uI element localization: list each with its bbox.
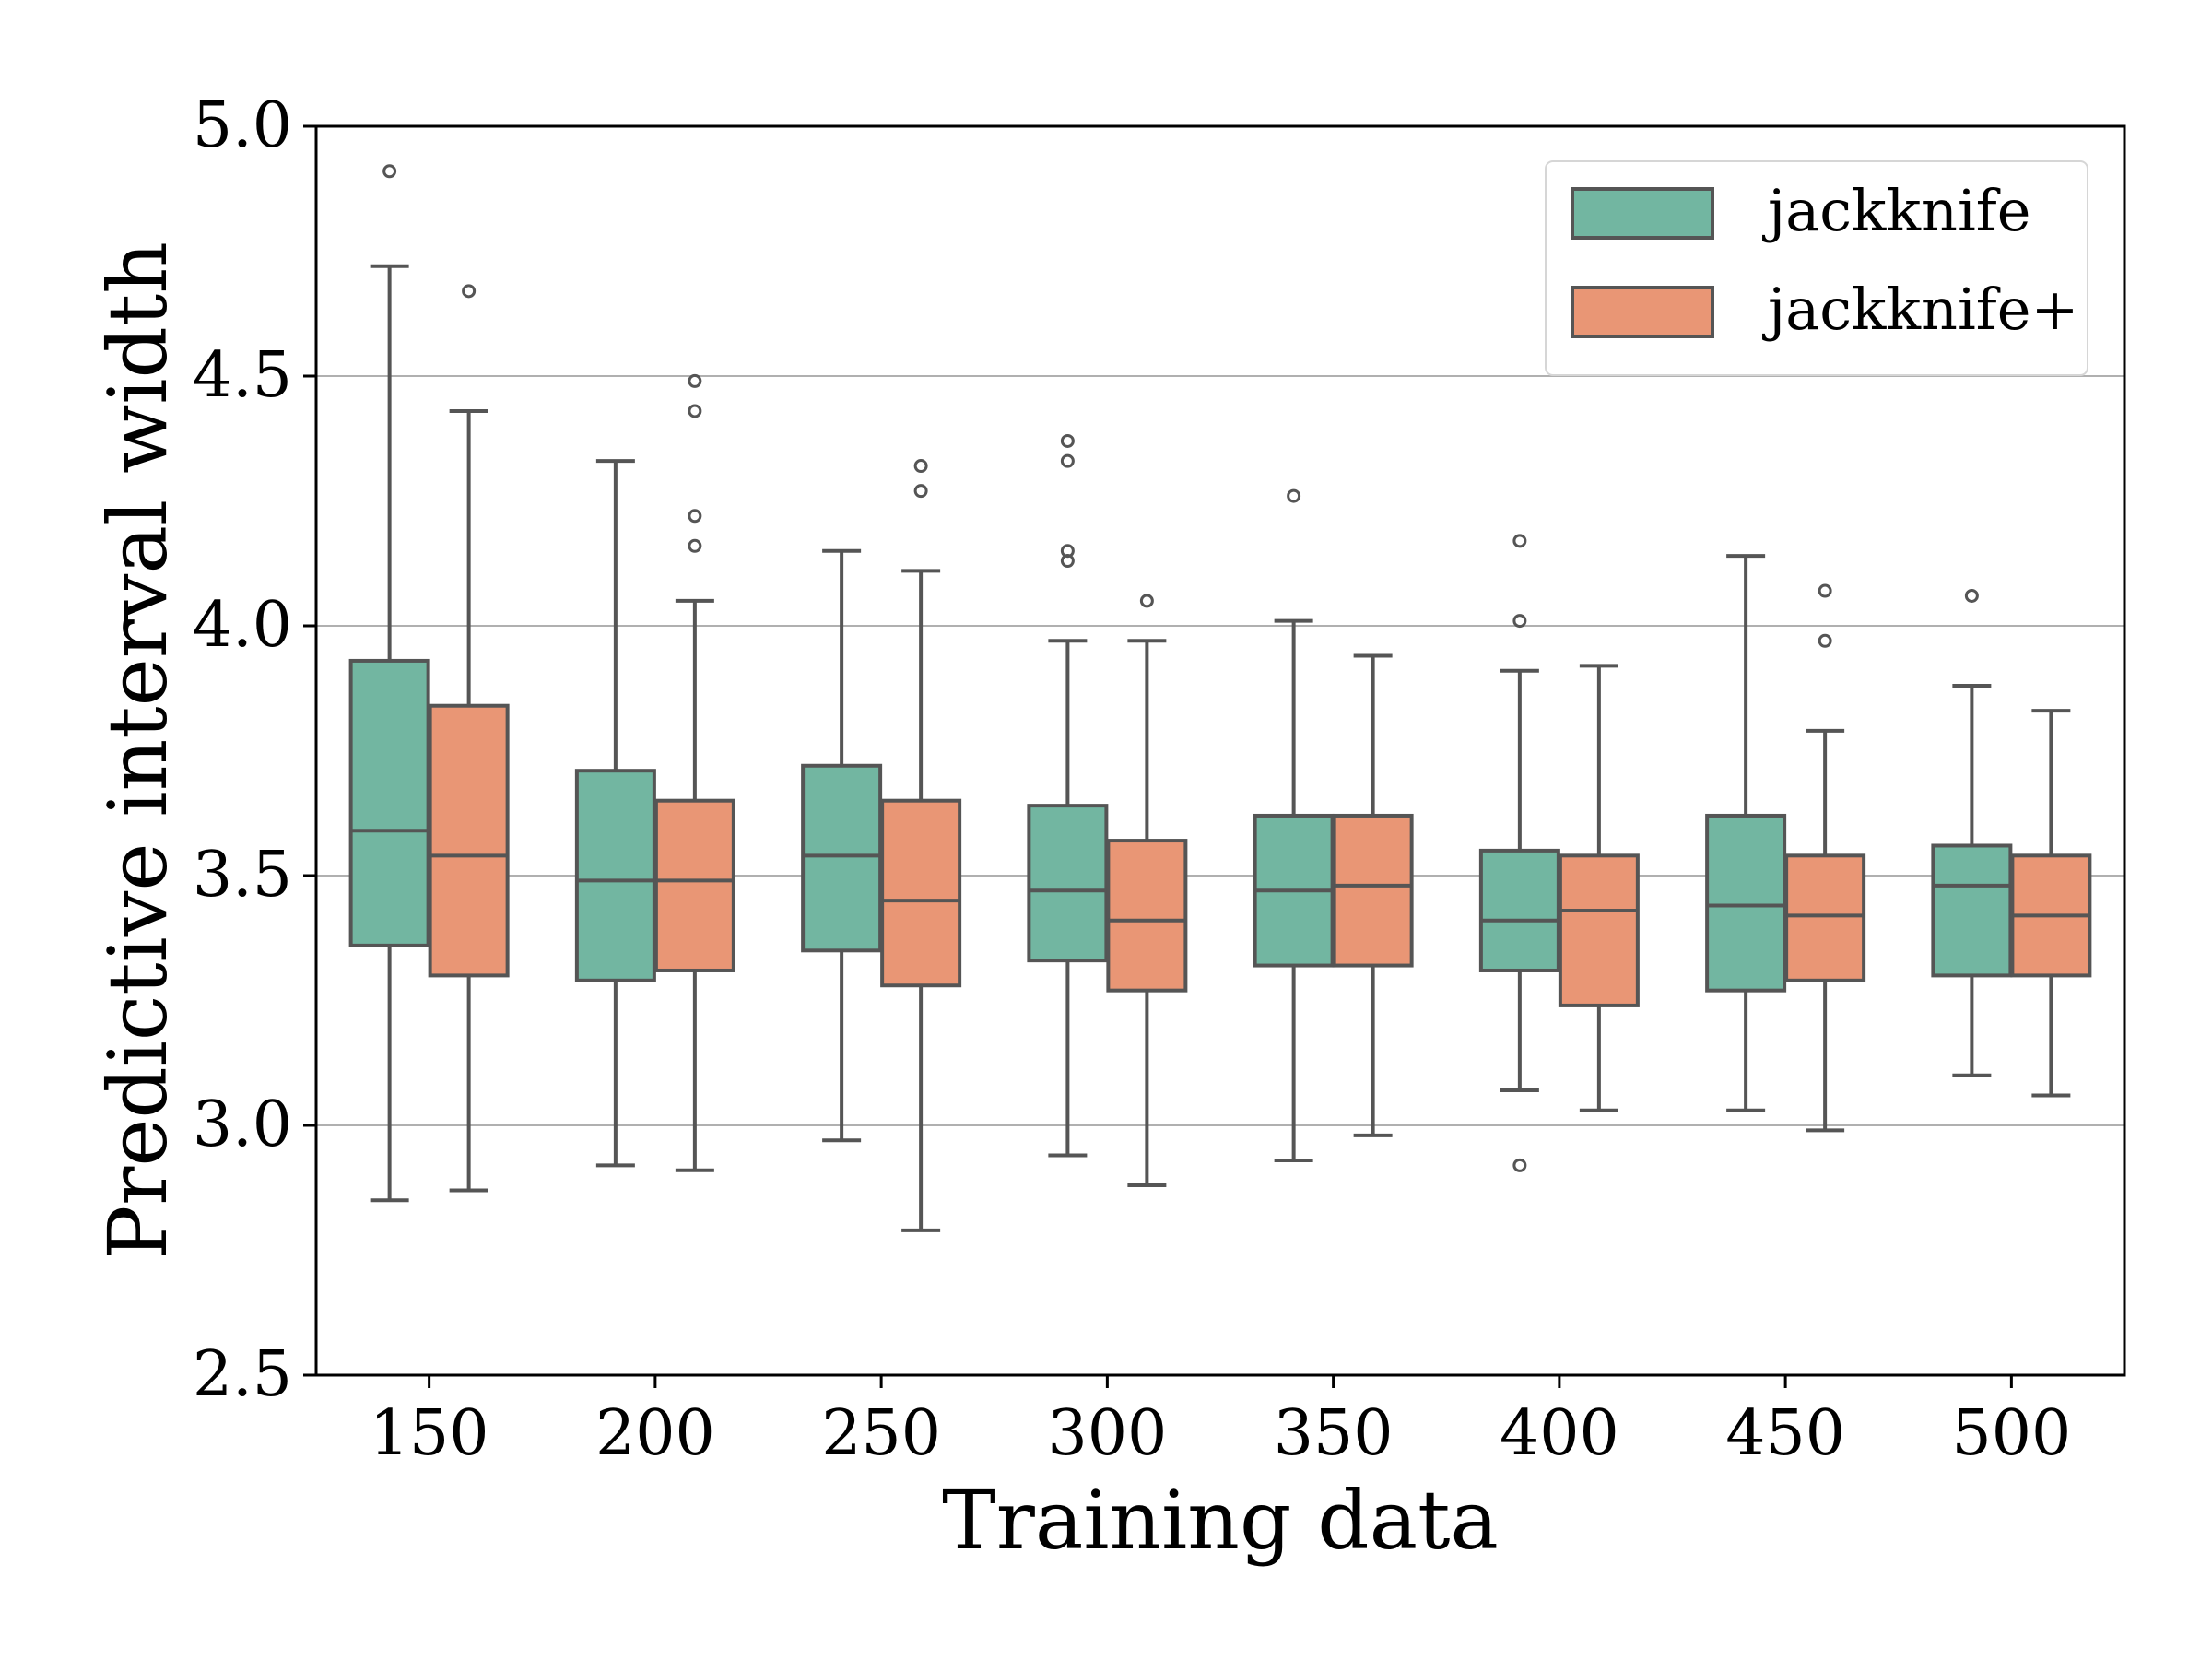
legend: jackknife jackknife+ [1545, 160, 2088, 376]
iqr-box [574, 769, 656, 982]
outlier-point [1512, 1158, 1527, 1172]
y-tick-label: 4.5 [193, 339, 292, 412]
box-350 [1253, 488, 1335, 1162]
plot-area-frame [314, 124, 2126, 1377]
legend-swatch-jackknife-plus [1571, 286, 1714, 338]
outlier-point [1287, 488, 1301, 503]
outlier-point [688, 404, 702, 418]
x-tick-label: 200 [595, 1397, 715, 1470]
outlier-point [1139, 594, 1154, 608]
x-tick-label: 400 [1500, 1397, 1619, 1470]
box-350 [1332, 653, 1414, 1137]
outlier-point [1060, 453, 1075, 468]
box-400 [1558, 664, 1640, 1112]
y-tick-label: 2.5 [193, 1338, 292, 1411]
outlier-point [1818, 633, 1832, 648]
outlier-point [1512, 534, 1527, 548]
box-150 [348, 164, 430, 1203]
box-250 [880, 459, 962, 1232]
x-tick-label: 150 [370, 1397, 489, 1470]
outlier-point [462, 284, 477, 299]
legend-label-jackknife-plus: jackknife+ [1762, 276, 2078, 343]
outlier-point [1818, 583, 1832, 598]
x-tick-label: 500 [1951, 1397, 2071, 1470]
series-jackknife [348, 164, 2013, 1203]
legend-swatch-jackknife [1571, 187, 1714, 240]
iqr-box [1784, 853, 1866, 982]
box-series [348, 164, 2092, 1232]
iqr-box [1558, 853, 1640, 1007]
outlier-point [913, 459, 928, 474]
x-tick-label: 250 [821, 1397, 941, 1470]
y-tick-label: 5.0 [193, 89, 292, 162]
iqr-box [348, 658, 430, 947]
y-tick-label: 3.0 [193, 1088, 292, 1161]
axes: 2.5 3.0 3.5 4.0 4.5 5.0 150 200 250 300 350 400 450 5… [193, 89, 2071, 1470]
iqr-box [428, 703, 510, 978]
outlier-point [913, 484, 928, 499]
box-500 [2010, 709, 2092, 1098]
box-300 [1027, 433, 1109, 1158]
iqr-box [1705, 813, 1787, 993]
box-200 [574, 459, 656, 1168]
outlier-point [688, 509, 702, 524]
x-axis-title: Training data [942, 1473, 1499, 1568]
box-450 [1784, 583, 1866, 1133]
iqr-box [1478, 848, 1560, 972]
x-tick-label: 450 [1725, 1397, 1845, 1470]
iqr-box [880, 798, 962, 988]
series-jackknife-plus [428, 284, 2092, 1232]
iqr-box [1332, 813, 1414, 968]
outlier-point [1060, 433, 1075, 448]
x-tick-label: 300 [1047, 1397, 1167, 1470]
outlier-point [1964, 588, 1979, 603]
box-250 [801, 548, 883, 1143]
box-200 [653, 373, 735, 1172]
y-axis-title: Predictive interval width [90, 241, 185, 1260]
x-tick-label: 350 [1274, 1397, 1394, 1470]
y-tick-label: 3.5 [193, 839, 292, 912]
box-400 [1478, 534, 1560, 1172]
iqr-box [1106, 839, 1188, 993]
iqr-box [1931, 843, 2013, 978]
outlier-point [688, 538, 702, 553]
box-450 [1705, 554, 1787, 1112]
outlier-point [688, 373, 702, 388]
box-300 [1106, 594, 1188, 1188]
outlier-point [1512, 614, 1527, 629]
outlier-point [1060, 554, 1075, 569]
iqr-box [801, 763, 883, 953]
box-150 [428, 284, 510, 1193]
outlier-point [382, 164, 397, 179]
y-tick-label: 4.0 [193, 589, 292, 662]
iqr-box [653, 798, 735, 972]
legend-label-jackknife: jackknife [1762, 177, 2030, 244]
iqr-box [1027, 804, 1109, 963]
